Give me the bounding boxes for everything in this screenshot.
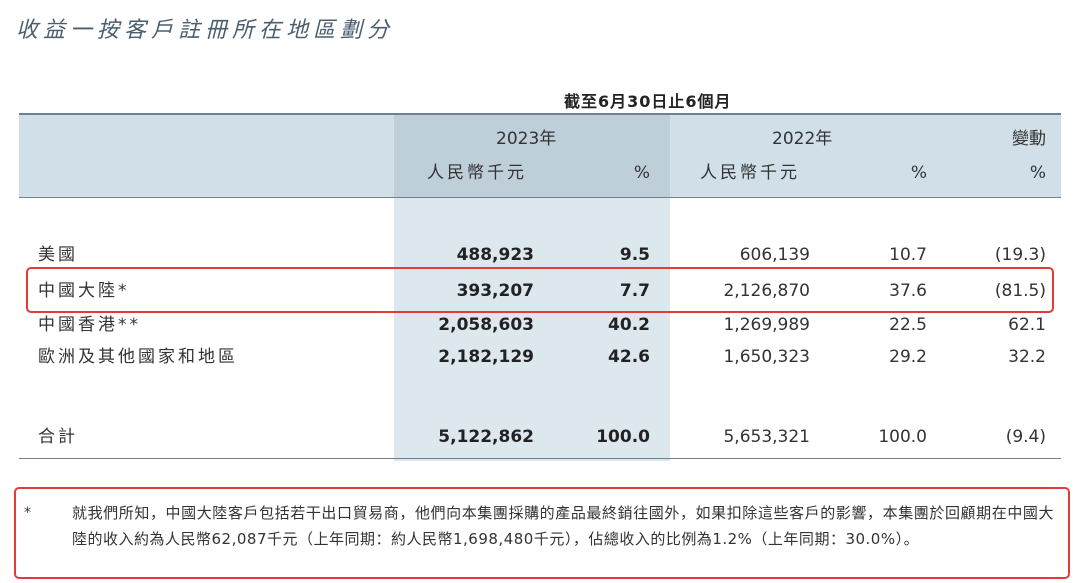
total-2023-pct: 100.0 [596,427,650,447]
row-label-usa: 美國 [38,245,78,265]
cell-2023-value: 393,207 [456,281,534,301]
header-year-2022: 2022年 [772,129,833,149]
cell-change: (19.3) [994,245,1046,265]
header-pct-2023: % [633,163,650,183]
cell-2022-value: 1,650,323 [723,347,810,367]
header-pct-2022: % [910,163,927,183]
header-change: 變動 [1012,129,1046,149]
total-2023-value: 5,122,862 [438,427,534,447]
table-top-rule [19,113,1061,115]
header-pct-change: % [1029,163,1046,183]
cell-change: 62.1 [1008,315,1046,335]
cell-change: (81.5) [994,281,1046,301]
header-rmb-2023: 人民幣千元 [427,163,527,183]
footnote-highlight [14,487,1070,579]
header-year-2023: 2023年 [496,129,557,149]
cell-2022-pct: 10.7 [889,245,927,265]
table-bottom-rule [19,458,1061,459]
cell-2023-pct: 7.7 [619,281,650,301]
cell-2022-value: 1,269,989 [723,315,810,335]
page-title: 收益一按客戶註冊所在地區劃分 [16,18,395,43]
total-change: (9.4) [1005,427,1046,447]
footnote-marker: * [24,505,31,521]
header-rmb-2022: 人民幣千元 [700,163,800,183]
cell-2022-pct: 29.2 [889,347,927,367]
cell-2023-value: 2,058,603 [438,315,534,335]
row-label-mainland-china: 中國大陸* [38,281,130,301]
cell-2023-pct: 9.5 [619,245,650,265]
row-label-hong-kong: 中國香港** [38,315,141,335]
cell-2022-pct: 22.5 [889,315,927,335]
total-2022-pct: 100.0 [878,427,927,447]
cell-2023-pct: 42.6 [608,347,650,367]
cell-2022-pct: 37.6 [889,281,927,301]
cell-2023-value: 488,923 [456,245,534,265]
cell-2022-value: 606,139 [739,245,810,265]
row-label-europe-others: 歐洲及其他國家和地區 [38,347,238,367]
mainland-row-highlight [26,267,1054,313]
total-2022-value: 5,653,321 [723,427,810,447]
footnote-text: 就我們所知，中國大陸客戶包括若干出口貿易商，他們向本集團採購的產品最終銷往國外，… [72,504,1054,548]
header-2023-shading [394,115,670,197]
row-label-total: 合計 [38,427,78,447]
period-heading: 截至6月30日止6個月 [564,92,732,111]
cell-change: 32.2 [1008,347,1046,367]
cell-2023-value: 2,182,129 [438,347,534,367]
cell-2023-pct: 40.2 [608,315,650,335]
header-rule [19,197,1061,198]
cell-2022-value: 2,126,870 [723,281,810,301]
